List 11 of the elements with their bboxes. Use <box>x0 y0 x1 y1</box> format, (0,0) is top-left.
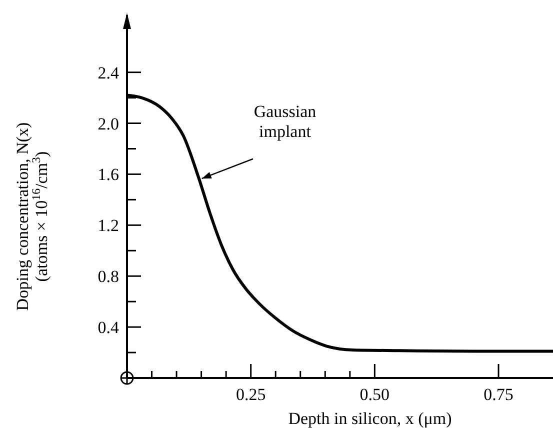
y-tick-label: 1.6 <box>98 165 119 184</box>
annotation: Gaussian implant <box>254 102 317 141</box>
x-tick-label: 0.75 <box>484 385 514 404</box>
y-tick-label: 2.4 <box>98 63 120 82</box>
y-tick-label: 1.2 <box>98 216 119 236</box>
x-tick-label: 0.50 <box>360 385 390 404</box>
y-tick-label: 0.8 <box>98 267 119 286</box>
y-tick-label: 2.0 <box>98 114 119 134</box>
x-axis-title: Depth in silicon, x (μm) <box>288 409 452 428</box>
y-tick-label: 0.4 <box>98 318 120 338</box>
x-tick-label: 0.25 <box>236 385 266 404</box>
